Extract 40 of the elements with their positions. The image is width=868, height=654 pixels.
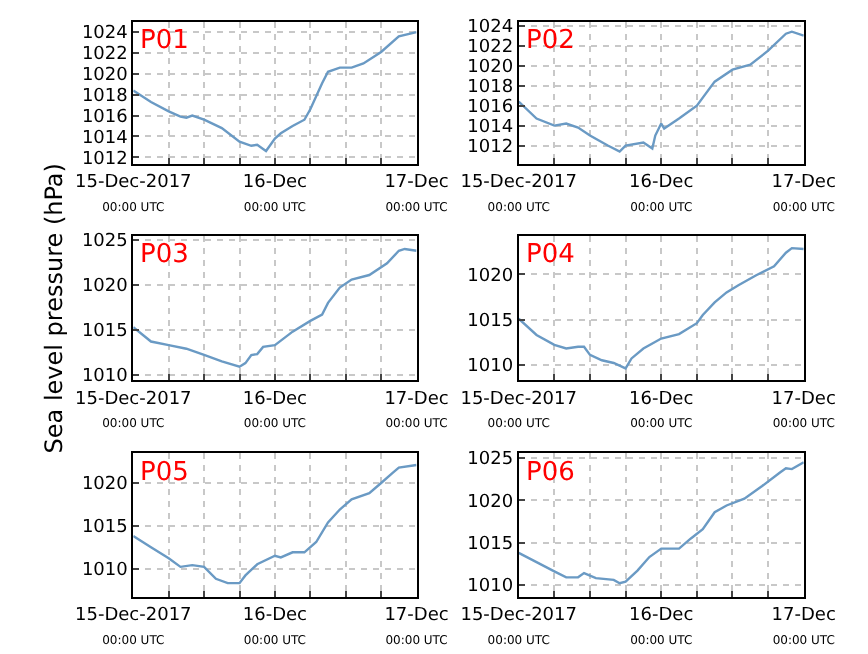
y-axis-title: Sea level pressure (hPa) (40, 163, 69, 454)
chart-title: P06 (526, 458, 575, 488)
y-tick-label: 1010 (467, 357, 514, 378)
y-tick-label: 1020 (81, 277, 129, 298)
chart-title: P01 (140, 26, 189, 56)
y-tick-label: 1014 (81, 128, 129, 149)
y-tick-label: 1012 (81, 149, 128, 170)
y-tick-label: 1022 (467, 37, 514, 58)
y-tick-label: 1012 (467, 137, 514, 158)
y-tick-label: 1020 (467, 57, 514, 78)
y-tick-label: 1025 (81, 232, 128, 253)
y-tick-label: 1022 (81, 45, 128, 66)
y-tick-label: 1015 (467, 311, 514, 332)
y-tick-label: 1020 (467, 492, 514, 513)
line-series (518, 461, 804, 585)
y-tick-label: 1016 (467, 97, 514, 118)
y-tick-label: 1010 (81, 560, 129, 581)
y-tick-label: 1010 (467, 577, 514, 598)
y-tick-label: 1015 (81, 518, 128, 539)
y-tick-label: 1020 (81, 66, 129, 87)
chart-title: P03 (140, 240, 189, 270)
y-tick-label: 1015 (81, 322, 128, 343)
y-tick-label: 1016 (81, 107, 129, 128)
y-tick-label: 1018 (81, 87, 129, 107)
y-tick-label: 1010 (81, 367, 129, 388)
line-series (133, 30, 417, 153)
line-series (518, 30, 804, 153)
y-tick-label: 1018 (467, 77, 514, 98)
chart-title: P02 (526, 26, 575, 56)
y-tick-label: 1024 (467, 18, 514, 39)
y-tick-label: 1024 (81, 24, 129, 45)
y-tick-label: 1020 (467, 266, 514, 287)
chart-title: P04 (526, 240, 575, 270)
line-series (133, 463, 417, 585)
y-tick-label: 1014 (467, 117, 514, 138)
y-tick-label: 1025 (467, 450, 514, 471)
line-series (518, 246, 804, 370)
chart-title: P05 (140, 458, 189, 488)
y-tick-label: 1015 (467, 534, 514, 555)
y-tick-label: 1020 (81, 475, 129, 496)
